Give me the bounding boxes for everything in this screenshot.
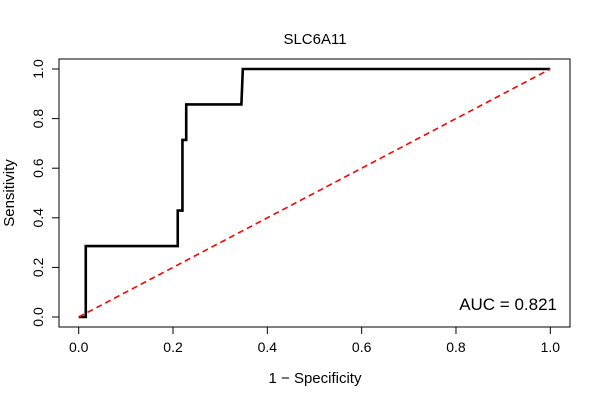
y-tick-label: 0.0	[30, 307, 46, 327]
y-tick-label: 0.6	[30, 158, 46, 178]
x-tick-label: 0.0	[69, 339, 89, 355]
chart-title: SLC6A11	[283, 31, 346, 48]
y-tick-label: 0.4	[30, 208, 46, 228]
x-tick-label: 0.4	[258, 339, 278, 355]
roc-curve-line	[78, 67, 551, 319]
plot-frame	[58, 58, 571, 328]
y-tick-label: 1.0	[30, 59, 46, 79]
x-tick-label: 1.0	[541, 339, 561, 355]
series-layer	[78, 67, 551, 319]
reference-diagonal-line	[78, 68, 551, 318]
x-tick-label: 0.8	[446, 339, 466, 355]
x-tick-label: 0.6	[352, 339, 372, 355]
y-axis-title: Sensitivity	[1, 159, 18, 227]
auc-annotation: AUC = 0.821	[459, 295, 557, 314]
y-axis: 0.0 0.2 0.4 0.6 0.8 1.0	[30, 59, 59, 327]
x-axis: 0.0 0.2 0.4 0.6 0.8 1.0	[69, 327, 560, 355]
x-axis-title: 1 − Specificity	[269, 370, 362, 387]
x-tick-label: 0.2	[163, 339, 183, 355]
y-tick-label: 0.2	[30, 257, 46, 277]
y-tick-label: 0.8	[30, 109, 46, 129]
